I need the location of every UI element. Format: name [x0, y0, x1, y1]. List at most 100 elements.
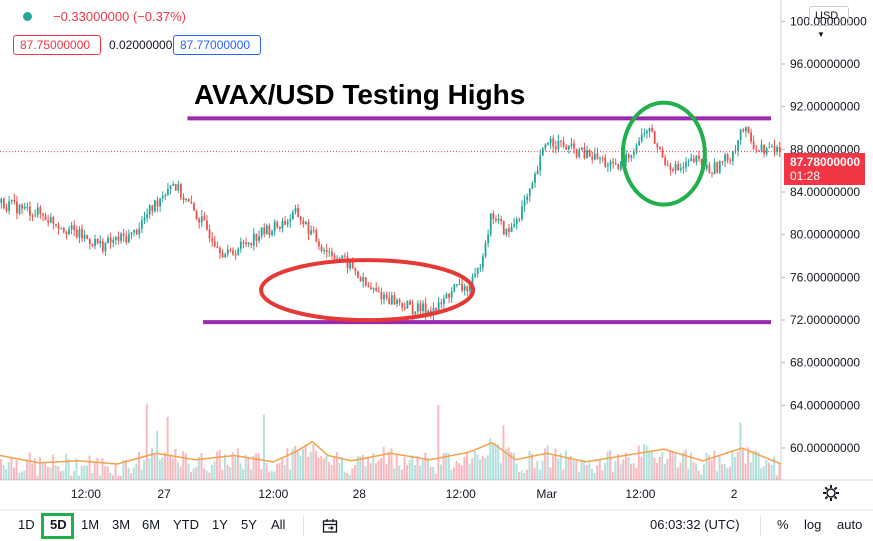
- candle-body: [349, 261, 352, 269]
- volume-bar: [661, 452, 664, 480]
- candle-body: [351, 261, 354, 269]
- volume-bar: [98, 475, 101, 480]
- time-axis-label: Mar: [536, 487, 557, 501]
- volume-bar: [221, 469, 224, 480]
- volume-bar: [577, 471, 580, 480]
- volume-bar: [637, 445, 640, 480]
- percent-scale-toggle[interactable]: %: [777, 517, 789, 532]
- volume-bar: [249, 469, 252, 480]
- timeframe-1y[interactable]: 1Y: [212, 517, 228, 532]
- volume-bar: [544, 448, 547, 480]
- candle-body: [57, 225, 60, 229]
- candle-body: [458, 283, 461, 285]
- gear-icon[interactable]: [822, 484, 840, 502]
- volume-bar: [78, 475, 81, 480]
- candle-body: [86, 235, 89, 239]
- candle-body: [357, 271, 359, 278]
- volume-bar: [510, 452, 513, 480]
- volume-bar: [479, 459, 482, 480]
- date-range-icon[interactable]: [322, 518, 338, 534]
- timeframe-1m[interactable]: 1M: [81, 517, 100, 532]
- timeframe-3m[interactable]: 3M: [112, 517, 131, 532]
- candle-body: [130, 232, 133, 235]
- volume-bar: [137, 451, 140, 480]
- timeframe-5d[interactable]: 5D: [50, 517, 67, 532]
- candle-body: [497, 218, 500, 221]
- candle-body: [424, 303, 427, 314]
- candle-body: [575, 148, 578, 157]
- candle-body: [390, 295, 393, 305]
- volume-bar: [93, 461, 96, 480]
- currency-selector[interactable]: USD ▼: [809, 6, 849, 39]
- timeframe-all[interactable]: All: [271, 517, 286, 532]
- auto-scale-toggle[interactable]: auto: [837, 517, 863, 532]
- volume-bar: [413, 464, 416, 480]
- volume-bar: [330, 465, 333, 480]
- timeframe-5y[interactable]: 5Y: [241, 517, 257, 532]
- candle-body: [344, 255, 346, 257]
- volume-bar: [564, 450, 567, 480]
- volume-bar: [299, 455, 302, 480]
- candle-body: [554, 146, 557, 150]
- candle-body: [208, 229, 211, 239]
- volume-bar: [468, 463, 471, 480]
- volume-bar: [39, 457, 42, 480]
- candle-body: [445, 293, 448, 299]
- volume-bar: [416, 456, 419, 480]
- volume-bar: [533, 468, 536, 480]
- volume-bar: [333, 457, 336, 480]
- volume-bar: [65, 453, 68, 480]
- candle-body: [260, 227, 263, 237]
- candle-body: [617, 163, 620, 170]
- candle-body: [760, 144, 763, 151]
- volume-bar: [411, 455, 414, 480]
- candle-body: [674, 164, 677, 171]
- volume-bar: [13, 467, 16, 480]
- volume-bar: [229, 467, 232, 480]
- ask-price-box[interactable]: 87.77000000: [173, 35, 261, 55]
- volume-bar: [268, 472, 271, 480]
- volume-bar: [635, 468, 638, 480]
- volume-bar: [494, 442, 497, 480]
- candle-body: [323, 250, 326, 252]
- timeframe-ytd[interactable]: YTD: [173, 517, 199, 532]
- volume-bar: [549, 467, 552, 480]
- volume-bar: [739, 422, 742, 480]
- volume-bar: [611, 472, 614, 480]
- highs-ellipse: [620, 100, 707, 207]
- volume-bar: [255, 453, 258, 480]
- spread-value: 0.02000000: [109, 38, 173, 52]
- volume-bar: [275, 464, 278, 480]
- volume-bar: [708, 455, 711, 480]
- volume-bar: [697, 470, 700, 480]
- volume-bar: [666, 458, 669, 480]
- candle-body: [258, 236, 260, 241]
- candle-body: [135, 229, 138, 235]
- utc-clock[interactable]: 06:03:32 (UTC): [650, 517, 740, 532]
- volume-bar: [283, 464, 286, 480]
- volume-bar: [145, 403, 148, 480]
- volume-bar: [315, 450, 318, 480]
- volume-bar: [497, 444, 500, 480]
- candle-body: [286, 221, 289, 225]
- volume-bar: [124, 459, 127, 480]
- volume-bar: [713, 450, 716, 480]
- timeframe-6m[interactable]: 6M: [142, 517, 161, 532]
- volume-bar: [403, 457, 406, 480]
- volume-bar: [260, 468, 263, 480]
- volume-bar: [731, 450, 734, 480]
- candle-body: [341, 255, 344, 259]
- candle-body: [190, 201, 193, 204]
- volume-bar: [70, 475, 73, 480]
- timeframe-1d[interactable]: 1D: [18, 517, 35, 532]
- candle-body: [182, 197, 185, 200]
- candle-body: [567, 146, 570, 150]
- volume-bar: [455, 460, 458, 480]
- candle-body: [573, 143, 575, 149]
- volume-bar: [757, 451, 760, 480]
- log-scale-toggle[interactable]: log: [804, 517, 822, 532]
- candle-body: [104, 243, 107, 252]
- candle-body: [666, 164, 669, 166]
- volume-bar: [627, 457, 630, 480]
- bid-price-box[interactable]: 87.75000000: [13, 35, 101, 55]
